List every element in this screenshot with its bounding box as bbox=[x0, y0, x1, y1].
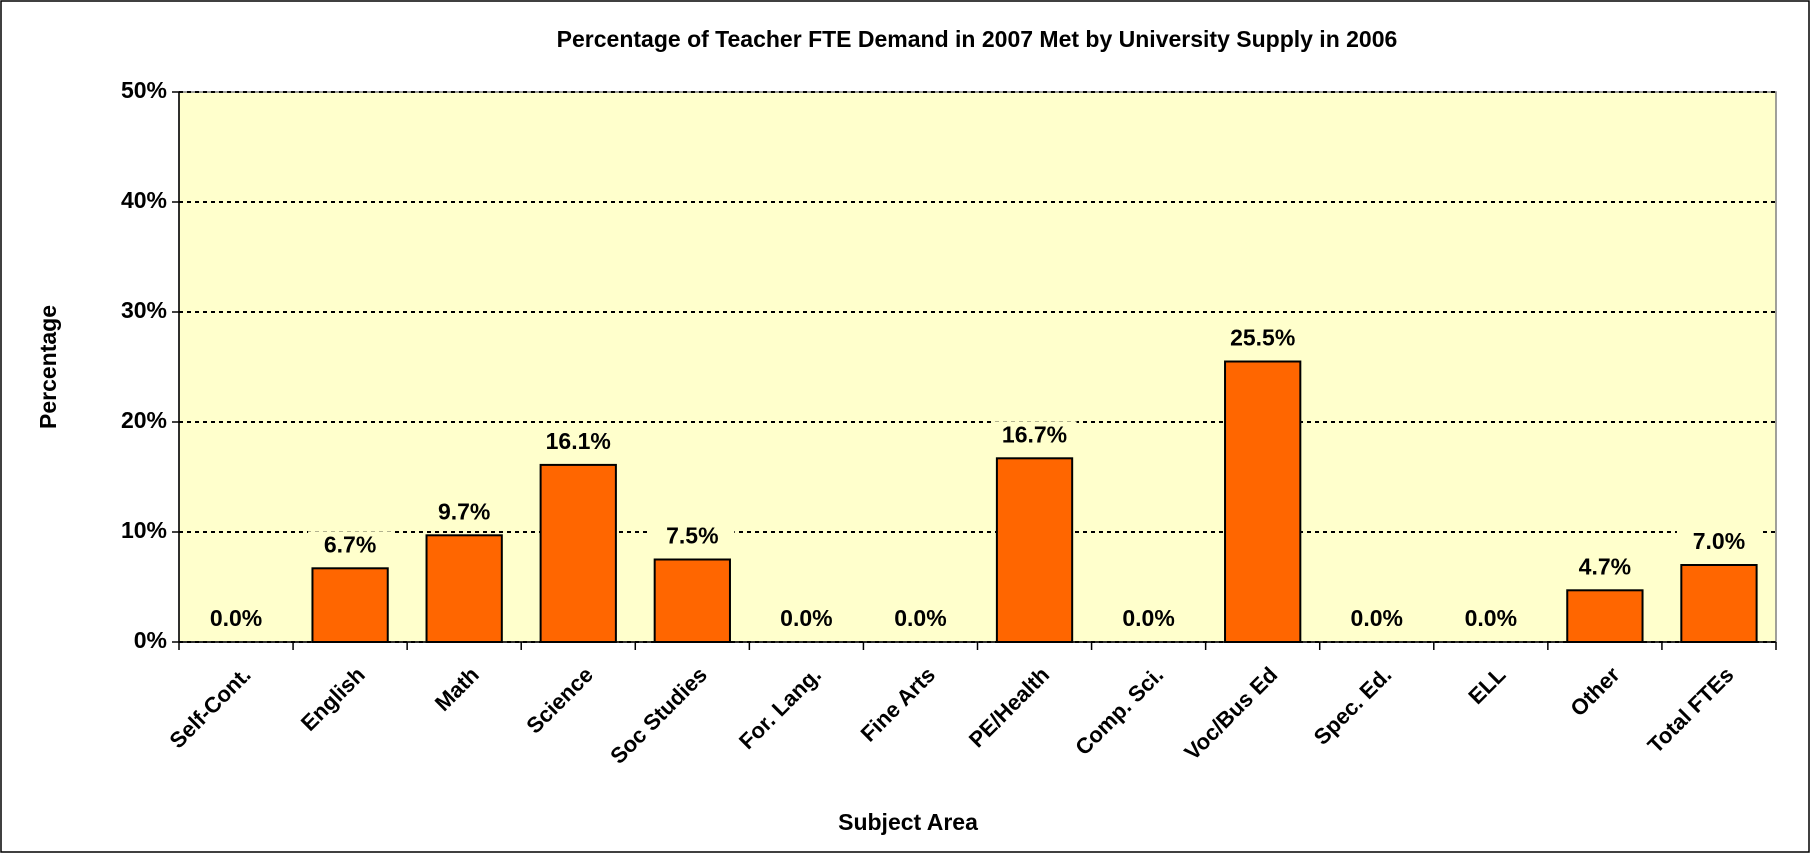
value-label: 9.7% bbox=[438, 498, 490, 524]
value-label-bg bbox=[1448, 605, 1533, 635]
value-label: 0.0% bbox=[1351, 605, 1403, 631]
value-label-bg bbox=[650, 522, 735, 553]
value-label: 7.5% bbox=[666, 523, 718, 549]
value-label: 4.7% bbox=[1579, 553, 1631, 579]
bar bbox=[995, 457, 1074, 643]
value-label: 0.0% bbox=[210, 605, 262, 631]
value-label-bg bbox=[194, 605, 279, 635]
bar bbox=[539, 463, 617, 643]
value-label: 0.0% bbox=[780, 605, 832, 631]
value-label: 16.1% bbox=[546, 428, 611, 454]
value-label: 7.0% bbox=[1693, 528, 1745, 554]
value-label-bg bbox=[1562, 553, 1647, 584]
plot-area bbox=[178, 91, 1777, 643]
y-tick-label: 50% bbox=[121, 77, 167, 103]
value-label: 0.0% bbox=[1122, 605, 1174, 631]
x-axis-label: Subject Area bbox=[838, 809, 978, 835]
value-label: 6.7% bbox=[324, 531, 376, 557]
value-label-bg bbox=[1106, 605, 1191, 635]
value-label-bg bbox=[308, 531, 393, 562]
y-tick-label: 30% bbox=[121, 297, 167, 323]
y-tick-label: 20% bbox=[121, 407, 167, 433]
bar bbox=[311, 567, 389, 643]
value-label-bg bbox=[1676, 528, 1761, 558]
value-label-bg bbox=[1220, 324, 1305, 355]
value-label-bg bbox=[878, 605, 963, 635]
y-tick-label: 40% bbox=[121, 187, 167, 213]
value-label-bg bbox=[536, 427, 621, 458]
chart-title: Percentage of Teacher FTE Demand in 2007… bbox=[557, 26, 1398, 52]
value-label: 25.5% bbox=[1230, 325, 1295, 351]
value-label-bg bbox=[992, 421, 1077, 452]
bar bbox=[1224, 360, 1302, 643]
bar bbox=[1566, 589, 1644, 643]
bar bbox=[653, 558, 731, 643]
y-axis-label: Percentage bbox=[35, 305, 61, 429]
value-label: 0.0% bbox=[1465, 605, 1517, 631]
value-label: 0.0% bbox=[894, 605, 946, 631]
y-tick-label: 0% bbox=[134, 627, 167, 653]
value-label-bg bbox=[1334, 605, 1419, 635]
bar bbox=[1680, 564, 1758, 643]
value-label-bg bbox=[764, 605, 849, 635]
y-tick-label: 10% bbox=[121, 517, 167, 543]
value-label-bg bbox=[422, 498, 507, 529]
value-label: 16.7% bbox=[1002, 421, 1067, 447]
bar bbox=[425, 534, 503, 643]
